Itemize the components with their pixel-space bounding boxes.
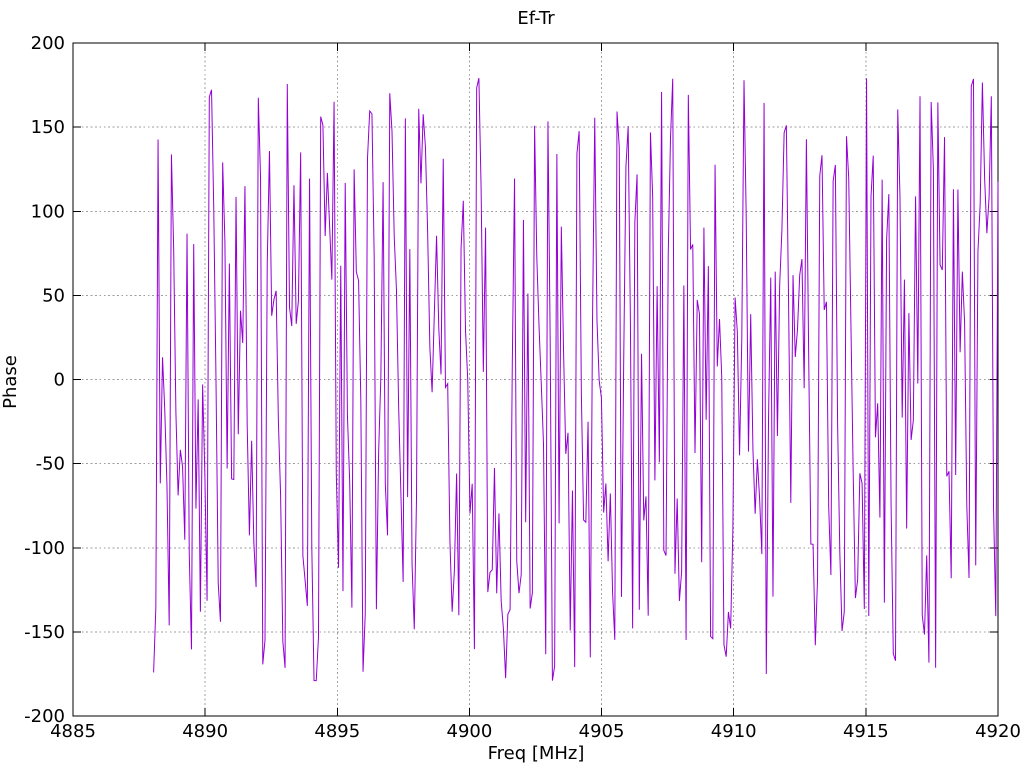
x-tick-label: 4895: [314, 721, 360, 742]
y-tick-label: 150: [31, 117, 65, 138]
y-tick-label: 0: [54, 370, 65, 391]
y-tick-label: -50: [36, 454, 65, 475]
plot-border: [72, 42, 999, 717]
y-axis-label: Phase: [0, 355, 21, 409]
phase-trace: [153, 78, 999, 682]
x-tick-label: 4905: [579, 721, 625, 742]
series-line: [153, 78, 999, 682]
y-tick-label: -200: [24, 706, 65, 727]
y-tick-labels: -200 -150 -100 -50 0 50 100 150 200: [24, 33, 65, 727]
x-tick-label: 4900: [447, 721, 493, 742]
y-tick-label: 100: [31, 201, 65, 222]
y-tick-label: 200: [31, 33, 65, 54]
grid-lines: [73, 43, 998, 716]
y-tick-label: -150: [24, 622, 65, 643]
y-tick-label: 50: [42, 285, 65, 306]
x-tick-labels: 4885 4890 4895 4900 4905 4910 4915 4920: [50, 721, 1021, 742]
x-axis-label: Freq [MHz]: [488, 743, 585, 764]
x-tick-label: 4910: [711, 721, 757, 742]
x-tick-label: 4915: [843, 721, 889, 742]
x-tick-label: 4920: [975, 721, 1021, 742]
chart-title: Ef-Tr: [517, 8, 555, 29]
x-tick-label: 4890: [182, 721, 228, 742]
y-tick-label: -100: [24, 538, 65, 559]
x-tick-label: 4885: [50, 721, 96, 742]
